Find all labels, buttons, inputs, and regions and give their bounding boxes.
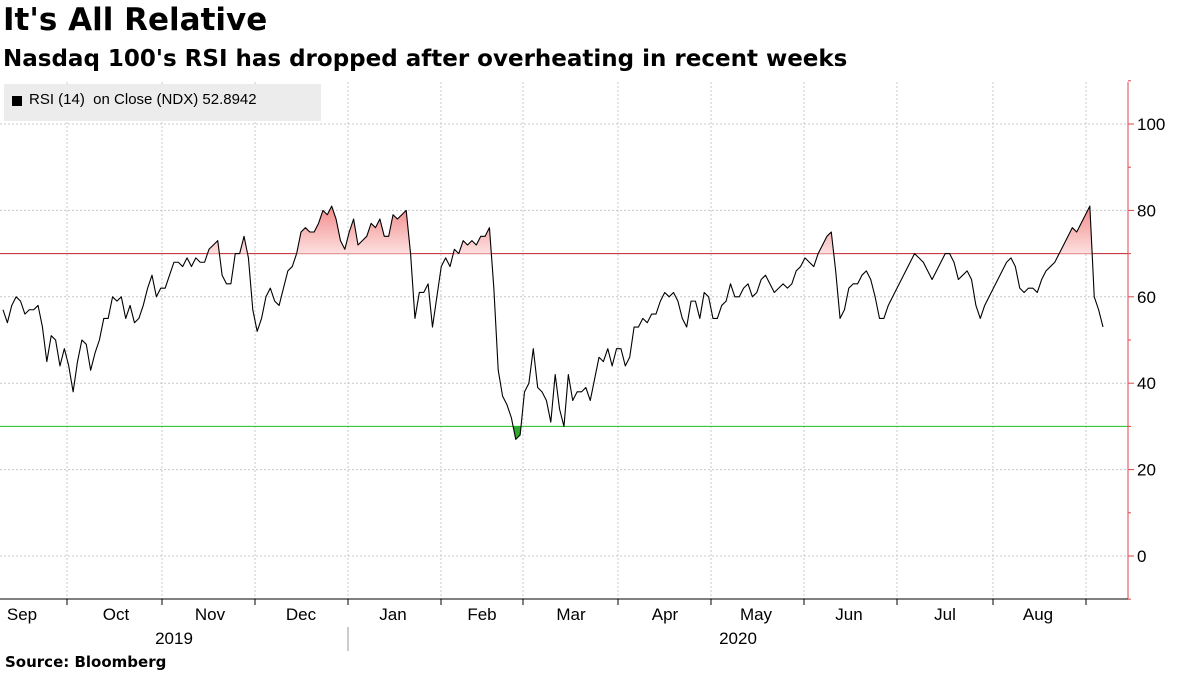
x-tick-label-jul: Jul: [934, 605, 956, 624]
x-tick-label-oct: Oct: [103, 605, 130, 624]
threshold-fills: [207, 206, 1093, 440]
chart-title: It's All Relative: [3, 2, 268, 38]
x-tick-label-feb: Feb: [467, 605, 496, 624]
y-tick-label-60: 60: [1137, 288, 1156, 307]
y-tick-label-80: 80: [1137, 201, 1156, 220]
legend-swatch: [12, 96, 22, 106]
series-layer: [2, 205, 1104, 440]
series-line-rsi: [2, 205, 1104, 440]
x-tick-label-mar: Mar: [556, 605, 586, 624]
x-year-label-2020: 2020: [719, 629, 757, 648]
legend-text: RSI (14) on Close (NDX) 52.8942: [29, 91, 257, 108]
grid: [0, 82, 1128, 599]
x-tick-label-jan: Jan: [379, 605, 406, 624]
chart-subtitle: Nasdaq 100's RSI has dropped after overh…: [3, 46, 848, 72]
source-note: Source: Bloomberg: [5, 653, 167, 671]
x-tick-label-sep: Sep: [7, 605, 37, 624]
x-tick-label-aug: Aug: [1023, 605, 1053, 624]
legend-last-value: 52.8942: [202, 91, 257, 108]
legend: [4, 84, 321, 121]
x-tick-label-apr: Apr: [652, 605, 679, 624]
x-tick-label-nov: Nov: [195, 605, 226, 624]
x-year-label-2019: 2019: [155, 629, 193, 648]
y-tick-labels: 0 20 40 60 80 100: [1137, 115, 1165, 566]
x-tick-label-may: May: [740, 605, 773, 624]
y-tick-label-40: 40: [1137, 374, 1156, 393]
y-tick-label-100: 100: [1137, 115, 1165, 134]
axes: [0, 80, 1134, 651]
y-tick-label-20: 20: [1137, 461, 1156, 480]
overbought-fill: [207, 206, 1093, 254]
x-tick-labels: Sep Oct Nov Dec Jan Feb Mar Apr May Jun Jul Aug 2019…: [7, 605, 1053, 648]
y-tick-label-0: 0: [1137, 547, 1146, 566]
x-tick-label-dec: Dec: [286, 605, 317, 624]
oversold-fill: [513, 426, 522, 440]
x-tick-label-jun: Jun: [835, 605, 862, 624]
legend-label: RSI (14) on Close (NDX): [29, 91, 199, 108]
